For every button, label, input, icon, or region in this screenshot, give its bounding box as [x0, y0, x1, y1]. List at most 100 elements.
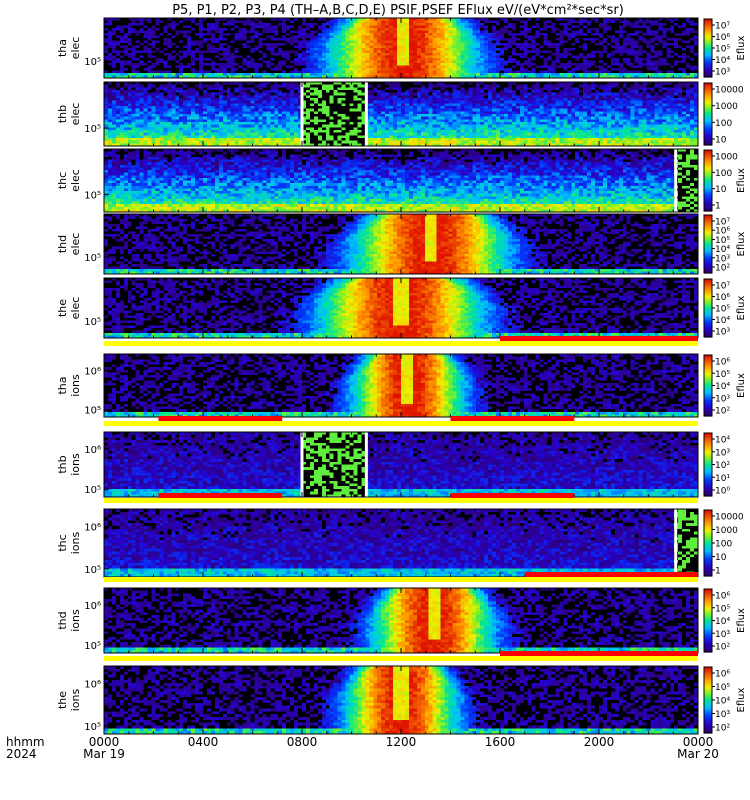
mode-bar [104, 416, 698, 429]
colorbar-step [704, 715, 712, 719]
x-tick-time-label: 0800 [287, 735, 318, 749]
colorbar-step [704, 628, 712, 632]
colorbar-step [704, 624, 712, 628]
colorbar-tick-label: 1000 [715, 153, 738, 163]
colorbar-step [704, 309, 712, 313]
colorbar-tick-label: 1000 [715, 102, 738, 112]
colorbar-step [704, 152, 712, 155]
colorbar-step [704, 101, 712, 105]
colorbar-step [704, 639, 712, 643]
colorbar-step [704, 437, 712, 440]
colorbar-step [704, 527, 712, 531]
colorbar: 10000 1000 100 10 [703, 82, 744, 146]
colorbar-step [704, 413, 712, 417]
colorbar-step [704, 67, 712, 70]
colorbar-step [704, 397, 712, 401]
colorbar-step [704, 69, 712, 72]
colorbar-step [704, 166, 712, 169]
colorbar-step [704, 491, 712, 495]
colorbar-step [704, 83, 712, 86]
colorbar-tick-label: 10¹ [715, 474, 730, 484]
colorbar-tick-label: 100 [715, 169, 732, 179]
colorbar-step [704, 562, 712, 566]
colorbar-step [704, 294, 712, 297]
mode-bar-gap [104, 426, 698, 429]
colorbar-step [704, 730, 712, 734]
colorbar-tick-label: 10⁴ [715, 436, 730, 446]
colorbar-step [704, 597, 712, 601]
colorbar-step [704, 321, 712, 325]
panel-ylabel-1: ions [69, 374, 82, 397]
colorbar-step [704, 395, 712, 399]
colorbar-step [704, 534, 712, 537]
colorbar-step [704, 242, 712, 245]
colorbar-step [704, 20, 712, 24]
panel-ylabel-1: elec [69, 103, 82, 126]
panel-ylabel-0: thb [56, 455, 69, 473]
colorbar-step [704, 536, 712, 540]
colorbar-step [704, 99, 712, 103]
colorbar-tick-label: 10³ [715, 394, 730, 404]
panel-ylabel-0: thc [56, 172, 69, 189]
colorbar-step [704, 466, 712, 470]
colorbar-step [704, 691, 712, 694]
panel-y-tick-label: 10⁵ [84, 124, 101, 135]
colorbar-step [704, 385, 712, 389]
colorbar-label: Eflux [736, 35, 747, 60]
mode-bar-base [104, 577, 698, 582]
colorbar-step [704, 719, 712, 723]
colorbar-step [704, 245, 712, 249]
spectrogram-image [104, 432, 698, 497]
mode-bar [104, 572, 698, 585]
colorbar-step [704, 601, 712, 605]
colorbar-step [704, 118, 712, 121]
colorbar-tick-label: 10⁵ [715, 236, 730, 246]
colorbar-step [704, 36, 712, 39]
colorbar-step [704, 230, 712, 233]
colorbar-step [704, 554, 712, 557]
panel-y-tick-label: 10⁵ [84, 405, 101, 416]
colorbar-step [704, 128, 712, 132]
colorbar-tick-label: 10⁵ [715, 683, 730, 693]
panel-ylabel-1: ions [69, 609, 82, 632]
colorbar-step [704, 208, 712, 212]
colorbar-tick-label: 10⁷ [715, 282, 730, 292]
colorbar-step [704, 228, 712, 232]
colorbar-step [704, 620, 712, 624]
panel-y-tick-label: 10⁵ [84, 722, 101, 733]
colorbar-step [704, 200, 712, 204]
colorbar-step [704, 284, 712, 288]
colorbar-step [704, 481, 712, 484]
x-tick-time-label: 0000 [89, 735, 120, 749]
colorbar-tick-label: 10⁷ [715, 22, 730, 32]
colorbar-tick-label: 10⁶ [715, 358, 730, 368]
colorbar-step [704, 222, 712, 226]
colorbar-step [704, 168, 712, 171]
colorbar-step [704, 255, 712, 259]
panel-ylabel-0: tha [56, 376, 69, 394]
colorbar-step [704, 247, 712, 251]
colorbar-step [704, 711, 712, 714]
panel-ylabel-1: elec [69, 297, 82, 320]
colorbar-step [704, 669, 712, 672]
colorbar-step [704, 286, 712, 290]
colorbar-step [704, 391, 712, 395]
colorbar-step [704, 317, 712, 321]
colorbar-step [704, 19, 712, 22]
colorbar-step [704, 48, 712, 51]
colorbar-step [704, 643, 712, 647]
colorbar-step [704, 614, 712, 617]
colorbar-step [704, 439, 712, 442]
mode-bar-gap [104, 582, 698, 585]
colorbar-tick-label: 10³ [715, 448, 730, 458]
colorbar-step [704, 249, 712, 253]
colorbar-tick-label: 1000 [715, 526, 738, 536]
mode-bar [104, 651, 698, 664]
colorbar: 10⁶ 10⁵ 10⁴ 10³ 10² Eflux [703, 354, 747, 417]
colorbar-step [704, 105, 712, 109]
panel-ylabel-0: tha [56, 39, 69, 57]
colorbar-tick-label: 10² [715, 643, 730, 653]
colorbar-step [704, 24, 712, 28]
